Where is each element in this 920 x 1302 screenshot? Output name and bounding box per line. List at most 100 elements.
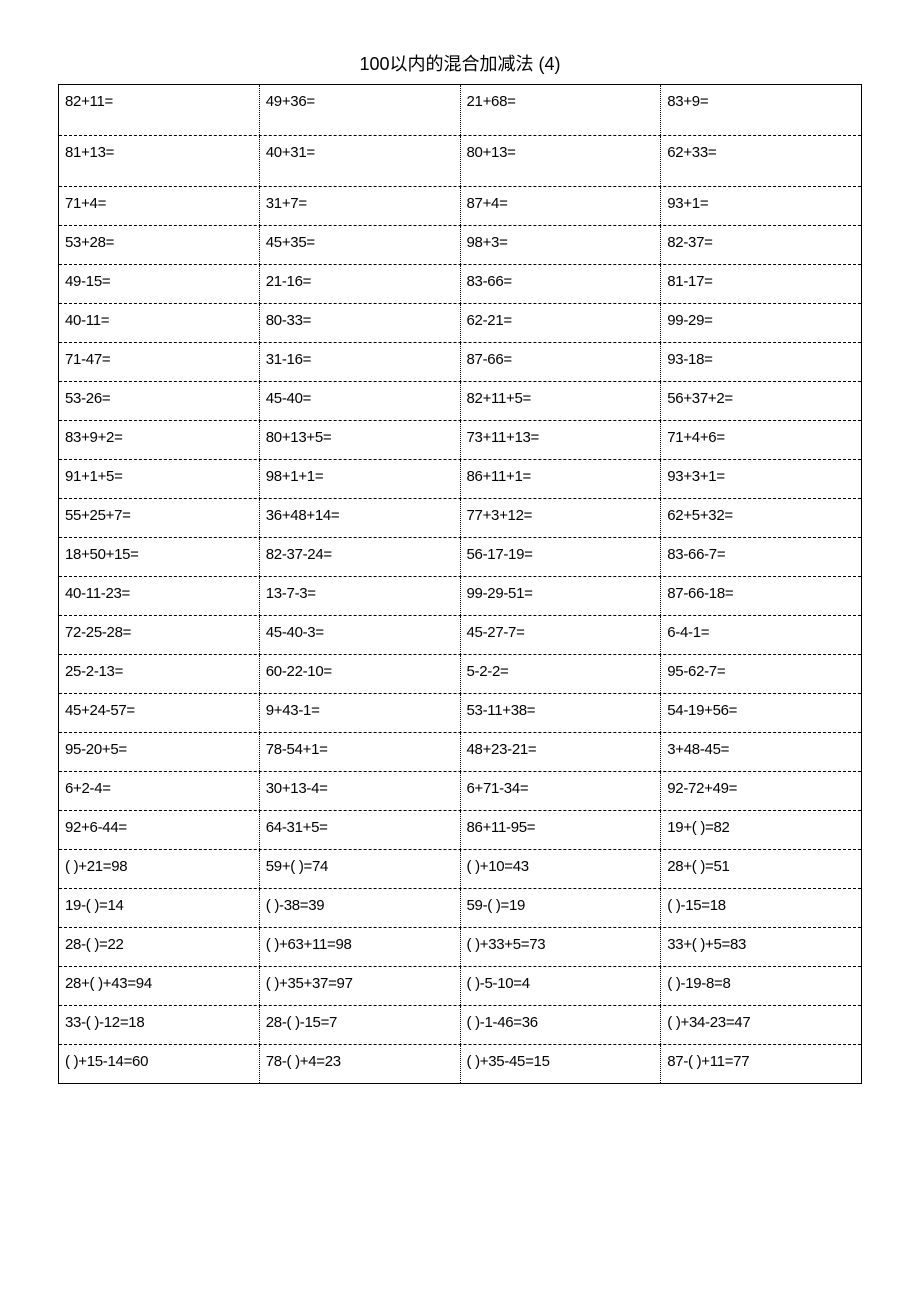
math-problem-cell: 62+5+32= <box>661 499 861 537</box>
math-problem-cell: 9+43-1= <box>260 694 461 732</box>
math-problem-cell: 55+25+7= <box>59 499 260 537</box>
math-problem-cell: 81+13= <box>59 136 260 186</box>
math-problem-cell: 82+11= <box>59 85 260 135</box>
math-problem-cell: 92+6-44= <box>59 811 260 849</box>
math-problem-cell: 82-37= <box>661 226 861 264</box>
table-row: 40-11=80-33=62-21=99-29= <box>59 304 861 343</box>
table-row: 91+1+5=98+1+1=86+11+1=93+3+1= <box>59 460 861 499</box>
math-problem-cell: 56+37+2= <box>661 382 861 420</box>
math-problem-cell: ( )+33+5=73 <box>461 928 662 966</box>
math-problem-cell: 59-( )=19 <box>461 889 662 927</box>
math-problem-cell: 36+48+14= <box>260 499 461 537</box>
math-problem-cell: 73+11+13= <box>461 421 662 459</box>
table-row: 95-20+5=78-54+1=48+23-21=3+48-45= <box>59 733 861 772</box>
math-problem-cell: 45+24-57= <box>59 694 260 732</box>
math-problem-cell: 80+13= <box>461 136 662 186</box>
math-problem-cell: ( )+35-45=15 <box>461 1045 662 1083</box>
math-problem-cell: 82+11+5= <box>461 382 662 420</box>
math-problem-cell: 80+13+5= <box>260 421 461 459</box>
math-problem-cell: 49-15= <box>59 265 260 303</box>
math-problem-cell: 93+3+1= <box>661 460 861 498</box>
math-problem-cell: 40+31= <box>260 136 461 186</box>
table-row: 71-47=31-16=87-66=93-18= <box>59 343 861 382</box>
math-problem-cell: 5-2-2= <box>461 655 662 693</box>
math-problem-cell: 71+4+6= <box>661 421 861 459</box>
math-problem-cell: 64-31+5= <box>260 811 461 849</box>
math-problem-cell: 21+68= <box>461 85 662 135</box>
math-problem-cell: 6+71-34= <box>461 772 662 810</box>
table-row: 18+50+15=82-37-24=56-17-19=83-66-7= <box>59 538 861 577</box>
math-problem-cell: 72-25-28= <box>59 616 260 654</box>
table-row: ( )+21=9859+( )=74( )+10=4328+( )=51 <box>59 850 861 889</box>
table-row: ( )+15-14=6078-( )+4=23( )+35-45=1587-( … <box>59 1045 861 1083</box>
math-problem-cell: 6+2-4= <box>59 772 260 810</box>
math-problem-cell: 86+11-95= <box>461 811 662 849</box>
math-problem-cell: 49+36= <box>260 85 461 135</box>
math-problem-cell: 86+11+1= <box>461 460 662 498</box>
math-problem-cell: 98+1+1= <box>260 460 461 498</box>
math-problem-cell: 45+35= <box>260 226 461 264</box>
table-row: 6+2-4=30+13-4=6+71-34=92-72+49= <box>59 772 861 811</box>
table-row: 49-15=21-16=83-66=81-17= <box>59 265 861 304</box>
table-row: 92+6-44=64-31+5=86+11-95=19+( )=82 <box>59 811 861 850</box>
math-problem-cell: 45-40= <box>260 382 461 420</box>
math-problem-cell: 78-( )+4=23 <box>260 1045 461 1083</box>
worksheet-title: 100以内的混合加减法 (4) <box>58 50 862 76</box>
math-problem-cell: 80-33= <box>260 304 461 342</box>
table-row: 28+( )+43=94( )+35+37=97( )-5-10=4( )-19… <box>59 967 861 1006</box>
table-row: 81+13=40+31=80+13=62+33= <box>59 136 861 187</box>
table-row: 72-25-28=45-40-3=45-27-7=6-4-1= <box>59 616 861 655</box>
math-problem-cell: 56-17-19= <box>461 538 662 576</box>
math-problem-cell: 40-11-23= <box>59 577 260 615</box>
math-problem-cell: 28-( )-15=7 <box>260 1006 461 1044</box>
math-problem-cell: ( )+34-23=47 <box>661 1006 861 1044</box>
math-problem-cell: ( )+21=98 <box>59 850 260 888</box>
math-problem-cell: 19+( )=82 <box>661 811 861 849</box>
math-problem-cell: 99-29-51= <box>461 577 662 615</box>
math-problem-cell: 98+3= <box>461 226 662 264</box>
math-problem-cell: 40-11= <box>59 304 260 342</box>
math-problem-cell: 45-40-3= <box>260 616 461 654</box>
math-problem-cell: 71+4= <box>59 187 260 225</box>
math-problem-cell: 25-2-13= <box>59 655 260 693</box>
math-problem-cell: 59+( )=74 <box>260 850 461 888</box>
math-problem-cell: 99-29= <box>661 304 861 342</box>
math-problem-cell: 21-16= <box>260 265 461 303</box>
worksheet-table: 82+11=49+36=21+68=83+9=81+13=40+31=80+13… <box>58 84 862 1084</box>
math-problem-cell: 71-47= <box>59 343 260 381</box>
math-problem-cell: 82-37-24= <box>260 538 461 576</box>
math-problem-cell: 62+33= <box>661 136 861 186</box>
table-row: 45+24-57=9+43-1=53-11+38=54-19+56= <box>59 694 861 733</box>
math-problem-cell: 19-( )=14 <box>59 889 260 927</box>
math-problem-cell: 83+9+2= <box>59 421 260 459</box>
math-problem-cell: 87-( )+11=77 <box>661 1045 861 1083</box>
table-row: 82+11=49+36=21+68=83+9= <box>59 85 861 136</box>
math-problem-cell: 81-17= <box>661 265 861 303</box>
math-problem-cell: 31+7= <box>260 187 461 225</box>
math-problem-cell: 53+28= <box>59 226 260 264</box>
math-problem-cell: ( )+15-14=60 <box>59 1045 260 1083</box>
math-problem-cell: 53-26= <box>59 382 260 420</box>
math-problem-cell: 95-62-7= <box>661 655 861 693</box>
math-problem-cell: 87-66= <box>461 343 662 381</box>
math-problem-cell: 6-4-1= <box>661 616 861 654</box>
math-problem-cell: 45-27-7= <box>461 616 662 654</box>
math-problem-cell: 28-( )=22 <box>59 928 260 966</box>
table-row: 33-( )-12=1828-( )-15=7( )-1-46=36( )+34… <box>59 1006 861 1045</box>
math-problem-cell: 83-66= <box>461 265 662 303</box>
table-row: 53-26=45-40=82+11+5=56+37+2= <box>59 382 861 421</box>
math-problem-cell: 91+1+5= <box>59 460 260 498</box>
math-problem-cell: ( )+35+37=97 <box>260 967 461 1005</box>
math-problem-cell: 28+( )+43=94 <box>59 967 260 1005</box>
math-problem-cell: 62-21= <box>461 304 662 342</box>
math-problem-cell: 92-72+49= <box>661 772 861 810</box>
math-problem-cell: ( )-15=18 <box>661 889 861 927</box>
math-problem-cell: 78-54+1= <box>260 733 461 771</box>
math-problem-cell: 48+23-21= <box>461 733 662 771</box>
math-problem-cell: 3+48-45= <box>661 733 861 771</box>
table-row: 83+9+2=80+13+5=73+11+13=71+4+6= <box>59 421 861 460</box>
math-problem-cell: 13-7-3= <box>260 577 461 615</box>
math-problem-cell: 83+9= <box>661 85 861 135</box>
math-problem-cell: 93+1= <box>661 187 861 225</box>
math-problem-cell: 31-16= <box>260 343 461 381</box>
